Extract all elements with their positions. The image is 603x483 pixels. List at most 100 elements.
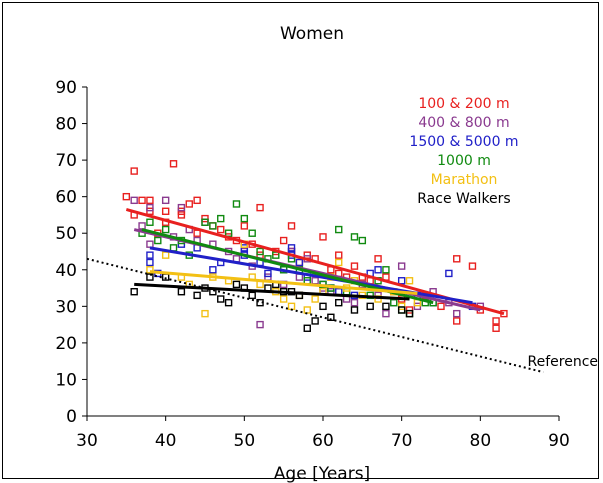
legend: 100 & 200 m 400 & 800 m 1500 & 5000 m 1000 …: [409, 96, 518, 207]
x-tick-label: 60: [312, 431, 334, 451]
data-point: [405, 309, 414, 318]
legend-entry: 400 & 800 m: [418, 115, 509, 131]
data-point: [335, 251, 343, 259]
data-point: [130, 167, 138, 175]
data-point: [287, 222, 296, 230]
data-point: [161, 251, 170, 259]
reference-label: Reference: [528, 354, 599, 370]
data-point: [169, 160, 178, 168]
data-point: [256, 247, 264, 256]
data-point: [279, 236, 288, 245]
x-tick-label: 40: [155, 431, 177, 451]
data-point: [319, 233, 327, 241]
legend-entry: 1500 & 5000 m: [409, 134, 518, 150]
data-point: [374, 255, 382, 263]
data-point: [374, 266, 382, 274]
data-point: [232, 200, 241, 208]
data-point: [366, 302, 374, 311]
data-point: [382, 309, 390, 318]
data-point: [437, 302, 445, 311]
data-point: [335, 298, 343, 307]
y-tick-label: 60: [55, 188, 77, 208]
reference-line: [86, 257, 544, 374]
axes: 0 10 20 30 40 50 60 70 80 90 30 40 50 60 70 80 90: [55, 78, 569, 451]
data-point: [350, 306, 359, 314]
data-point: [146, 203, 154, 212]
data-point: [169, 244, 178, 252]
data-point: [201, 309, 209, 318]
data-point: [405, 277, 414, 285]
data-point: [295, 258, 304, 267]
fit-line: [149, 270, 418, 296]
data-point: [130, 288, 138, 296]
x-tick-label: 90: [548, 431, 570, 451]
data-point: [492, 324, 500, 332]
data-point: [445, 269, 453, 278]
data-point: [256, 320, 264, 329]
data-point: [240, 222, 249, 230]
data-point: [311, 295, 319, 303]
data-point: [146, 273, 154, 281]
data-point: [138, 196, 146, 205]
data-point: [397, 306, 406, 314]
data-point: [217, 295, 225, 303]
data-point: [453, 309, 461, 318]
x-tick-label: 50: [234, 431, 256, 451]
data-point: [209, 222, 217, 230]
data-point: [295, 258, 304, 267]
data-point: [397, 262, 406, 270]
y-tick-label: 30: [55, 297, 77, 317]
x-axis-label: Age [Years]: [274, 464, 370, 483]
data-point: [350, 298, 359, 307]
data-point: [248, 229, 256, 237]
data-point: [209, 222, 217, 230]
x-tick-label: 80: [470, 431, 492, 451]
data-point: [335, 258, 343, 267]
legend-entry: Race Walkers: [417, 191, 510, 207]
data-point: [350, 262, 359, 270]
data-point: [138, 222, 146, 230]
data-point: [248, 291, 256, 300]
data-point: [201, 218, 209, 226]
data-point: [146, 218, 154, 226]
data-point: [146, 196, 154, 205]
data-point: [390, 298, 398, 307]
data-point: [311, 277, 319, 285]
data-point: [256, 203, 264, 212]
data-point: [287, 302, 296, 311]
data-point: [319, 302, 327, 311]
data-point: [161, 207, 170, 215]
data-point: [177, 288, 186, 296]
data-point: [335, 225, 343, 234]
data-point: [177, 203, 186, 212]
data-point: [382, 302, 390, 311]
data-point: [382, 266, 390, 274]
data-point: [303, 306, 311, 314]
y-tick-label: 40: [55, 261, 77, 281]
data-point: [279, 295, 288, 303]
y-tick-label: 90: [55, 78, 77, 98]
x-tick-label: 30: [76, 431, 98, 451]
data-point: [453, 317, 461, 325]
data-point: [154, 236, 162, 245]
data-point: [130, 196, 138, 205]
data-point: [193, 196, 201, 205]
data-point: [122, 192, 131, 201]
data-point: [358, 236, 367, 245]
legend-entry: Marathon: [431, 172, 498, 188]
data-point: [209, 266, 217, 274]
data-point: [397, 277, 406, 285]
data-point: [232, 280, 241, 289]
chart-title: Women: [280, 24, 344, 44]
data-point: [453, 255, 461, 263]
data-point: [311, 317, 319, 325]
legend-entry: 1000 m: [437, 153, 491, 169]
data-point: [185, 200, 193, 208]
y-tick-label: 10: [55, 370, 77, 390]
data-point: [264, 269, 272, 278]
data-point: [146, 240, 154, 248]
data-point: [161, 196, 170, 205]
data-point: [390, 298, 398, 307]
y-tick-label: 50: [55, 224, 77, 244]
data-point: [224, 298, 233, 307]
